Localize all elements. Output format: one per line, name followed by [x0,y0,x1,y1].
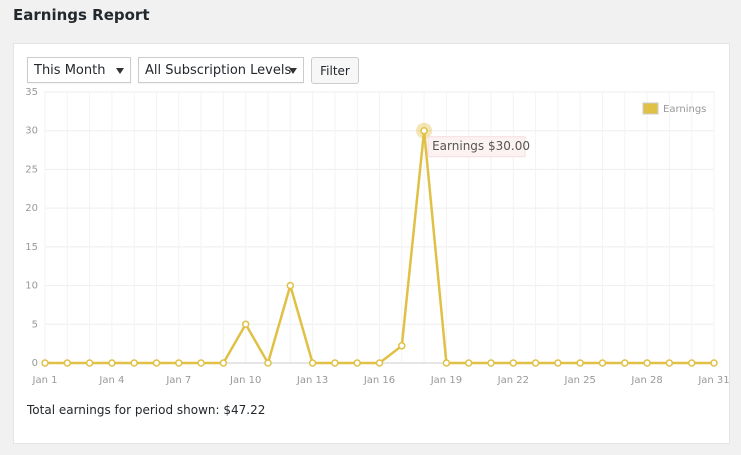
total-text: Total earnings for period shown: $47.22 [27,403,266,417]
x-tick-label: Jan 28 [630,375,662,386]
data-point [108,359,116,367]
data-point [554,359,562,367]
data-point [175,359,183,367]
x-tick-label: Jan 4 [98,375,124,386]
data-point [420,126,428,135]
page-title: Earnings Report [13,6,150,24]
x-tick-label: Jan 13 [296,375,328,386]
data-point [442,359,451,367]
x-tick-label: Jan 19 [430,375,462,386]
data-point [264,359,272,367]
data-point [41,359,49,367]
data-point [665,359,674,367]
data-point [398,342,406,350]
x-tick-label: Jan 16 [363,375,395,386]
y-tick-label: 20 [25,203,38,214]
data-point [63,359,72,367]
x-tick-label: Jan 31 [697,375,729,386]
data-point [643,359,651,367]
data-point [241,320,250,329]
x-tick-label: Jan 7 [165,375,191,386]
data-point [130,359,138,367]
level-select[interactable]: All Subscription Levels [138,57,304,83]
data-point [375,359,384,367]
data-point [487,359,495,367]
y-tick-label: 15 [25,242,38,253]
legend-swatch [642,102,659,115]
legend-label: Earnings [663,104,706,115]
data-point [152,359,161,367]
data-point [353,359,361,367]
data-point [509,359,518,367]
panel [13,43,730,444]
y-tick-label: 25 [25,164,38,175]
x-tick-label: Jan 25 [564,375,596,386]
y-tick-label: 30 [25,126,38,137]
data-point [85,359,94,367]
y-tick-label: 35 [25,87,38,98]
filter-button[interactable]: Filter [311,57,359,84]
data-point [531,359,540,367]
data-point [308,359,317,367]
data-point [331,359,339,367]
data-point [621,359,629,367]
period-select[interactable]: This Month [27,57,131,83]
data-point [197,359,205,367]
data-point [576,359,584,367]
data-point [687,359,696,367]
x-tick-label: Jan 10 [229,375,261,386]
data-point [286,281,295,290]
y-tick-label: 10 [25,281,38,292]
tooltip-text: Earnings $30.00 [432,139,530,153]
y-tick-label: 5 [32,319,38,330]
tooltip-box [427,136,526,158]
data-point [598,359,607,367]
data-point [464,359,473,367]
y-tick-label: 0 [32,358,38,369]
data-point [219,359,228,367]
x-tick-label: Jan 1 [32,375,58,386]
x-tick-label: Jan 22 [497,375,529,386]
data-point [710,359,718,367]
